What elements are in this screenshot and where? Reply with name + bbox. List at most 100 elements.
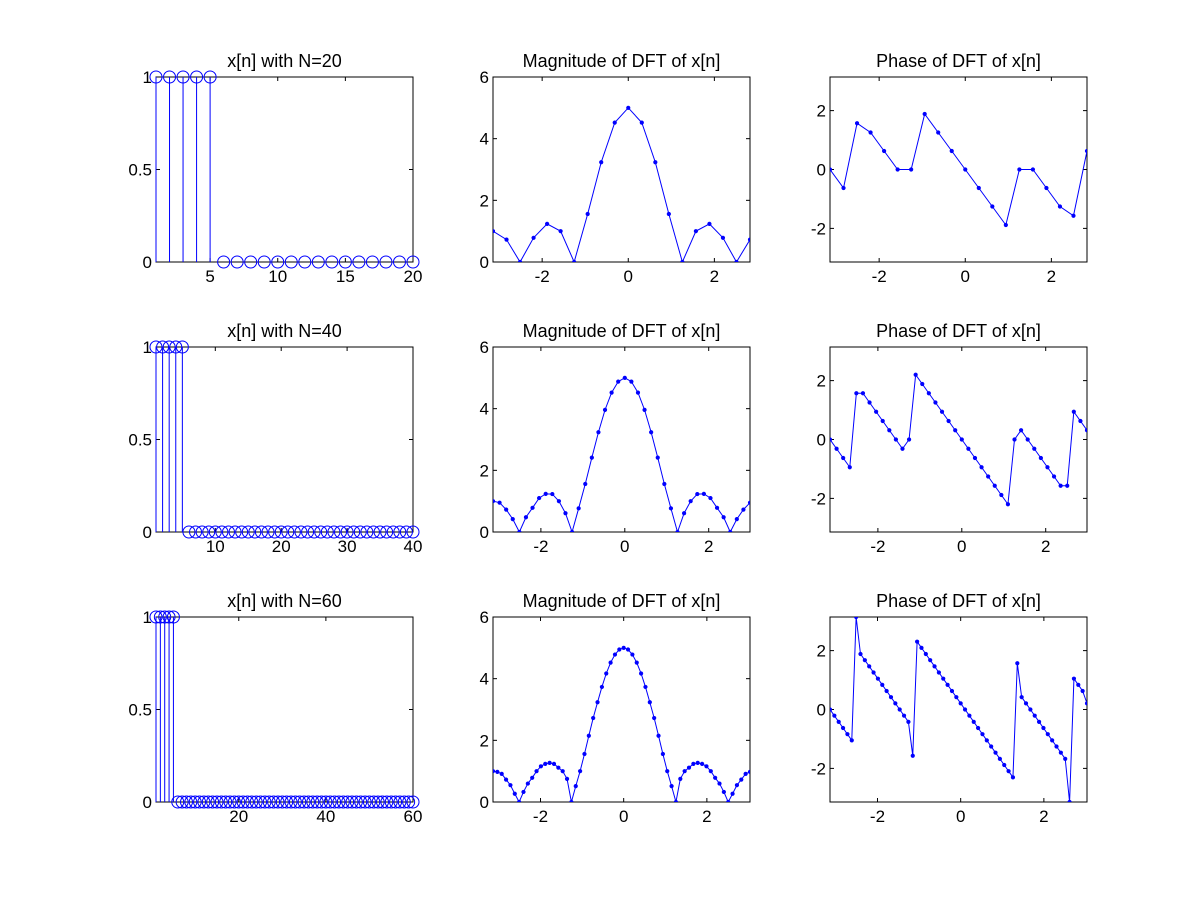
data-point: [1004, 223, 1008, 227]
y-tick-label: 0.5: [128, 431, 152, 450]
y-tick-label: 4: [480, 130, 489, 149]
data-point: [674, 800, 678, 804]
data-point: [670, 784, 674, 788]
data-point: [909, 168, 913, 172]
y-tick-label: -2: [811, 489, 826, 508]
y-tick-label: -2: [811, 219, 826, 238]
x-tick-label: 40: [316, 807, 335, 826]
x-tick-label: -2: [870, 807, 885, 826]
x-tick-label: 5: [205, 267, 214, 286]
subplot-9: Phase of DFT of x[n] -2 0 2 -2 0 2: [811, 591, 1089, 826]
data-point: [1085, 149, 1089, 153]
data-point: [1011, 776, 1015, 780]
data-point: [661, 752, 665, 756]
y-tick-label: 0: [480, 793, 489, 812]
data-point: [543, 762, 547, 766]
data-point: [649, 430, 653, 434]
data-point: [700, 762, 704, 766]
data-point: [722, 515, 726, 519]
data-point: [491, 229, 495, 233]
data-point: [968, 714, 972, 718]
data-point: [914, 373, 918, 377]
axes-frame: [830, 77, 1087, 262]
data-point: [518, 260, 522, 264]
y-tick-label: -2: [811, 759, 826, 778]
data-point: [854, 615, 858, 619]
data-point: [518, 530, 522, 534]
data-point: [960, 438, 964, 442]
data-point: [928, 658, 932, 662]
y-tick-label: 0: [817, 701, 826, 720]
y-tick-label: 2: [817, 102, 826, 121]
y-tick-label: 2: [480, 461, 489, 480]
data-point: [609, 661, 613, 665]
plot-title: Magnitude of DFT of x[n]: [523, 591, 721, 611]
y-tick-label: 2: [480, 191, 489, 210]
x-tick-label: 10: [206, 537, 225, 556]
data-point: [946, 683, 950, 687]
data-point: [654, 160, 658, 164]
y-tick-label: 6: [480, 608, 489, 627]
data-point: [722, 790, 726, 794]
y-tick-label: 2: [817, 372, 826, 391]
y-tick-label: 2: [480, 731, 489, 750]
y-tick-label: 2: [817, 642, 826, 661]
data-point: [876, 677, 880, 681]
data-point: [687, 766, 691, 770]
data-point: [522, 790, 526, 794]
data-point: [665, 769, 669, 773]
y-tick-label: 0: [480, 523, 489, 542]
data-point: [739, 778, 743, 782]
data-point: [924, 652, 928, 656]
data-point: [517, 800, 521, 804]
data-point: [635, 661, 639, 665]
data-point: [613, 121, 617, 125]
x-tick-label: 2: [702, 807, 711, 826]
data-point: [537, 496, 541, 500]
data-point: [828, 438, 832, 442]
data-point: [1059, 751, 1063, 755]
data-point: [748, 238, 752, 242]
data-point: [963, 168, 967, 172]
data-point: [526, 782, 530, 786]
data-point: [911, 754, 915, 758]
data-point: [947, 419, 951, 423]
data-point: [663, 482, 667, 486]
data-point: [640, 121, 644, 125]
x-tick-label: 0: [620, 537, 629, 556]
subplot-6: Phase of DFT of x[n]-2 0 2-202: [811, 321, 1089, 556]
subplot-4: x[n] with N=4010 20 30 4000.51: [128, 321, 422, 556]
data-point: [531, 506, 535, 510]
data-point: [1065, 484, 1069, 488]
data-point: [583, 482, 587, 486]
data-point: [557, 766, 561, 770]
data-point: [656, 456, 660, 460]
x-tick-label: 0: [956, 807, 965, 826]
data-point: [709, 496, 713, 500]
data-point: [748, 770, 752, 774]
data-point: [1050, 739, 1054, 743]
plot-title: Phase of DFT of x[n]: [876, 321, 1041, 341]
data-point: [616, 380, 620, 384]
x-tick-label: 30: [338, 537, 357, 556]
data-point: [993, 484, 997, 488]
data-point: [530, 776, 534, 780]
x-tick-label: -2: [535, 267, 550, 286]
data-point: [524, 515, 528, 519]
data-point: [694, 229, 698, 233]
data-point: [1007, 769, 1011, 773]
data-point: [1045, 186, 1049, 190]
data-point: [570, 800, 574, 804]
data-point: [977, 186, 981, 190]
data-point: [1055, 745, 1059, 749]
data-point: [1052, 475, 1056, 479]
x-tick-label: -2: [870, 537, 885, 556]
plot-title: Magnitude of DFT of x[n]: [523, 51, 721, 71]
x-tick-label: 20: [404, 267, 423, 286]
data-point: [535, 769, 539, 773]
x-tick-label: 15: [336, 267, 355, 286]
x-tick-label: 2: [1047, 267, 1056, 286]
data-point: [907, 438, 911, 442]
data-point: [927, 391, 931, 395]
data-point: [881, 419, 885, 423]
